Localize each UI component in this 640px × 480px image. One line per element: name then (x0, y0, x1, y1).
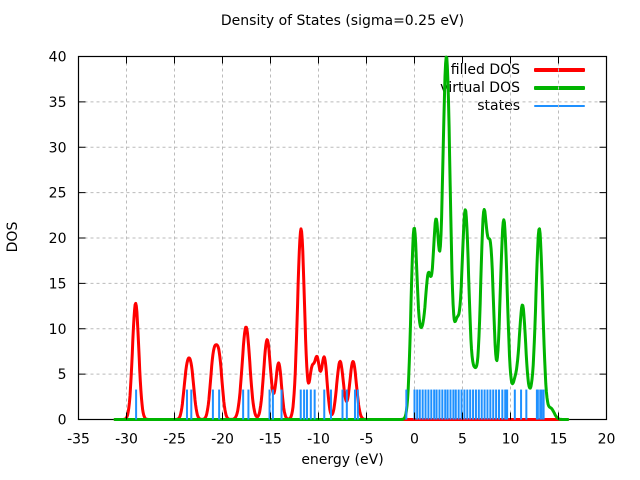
svg-text:20: 20 (598, 432, 616, 448)
legend: filled DOS virtual DOS states (370, 61, 585, 115)
svg-text:-30: -30 (115, 432, 138, 448)
svg-text:-15: -15 (259, 432, 282, 448)
svg-text:10: 10 (502, 432, 520, 448)
svg-text:20: 20 (49, 231, 67, 247)
svg-text:5: 5 (58, 367, 67, 383)
svg-text:5: 5 (458, 432, 467, 448)
svg-text:-35: -35 (67, 432, 90, 448)
legend-label-filled-dos: filled DOS (450, 62, 520, 78)
svg-text:-20: -20 (211, 432, 234, 448)
chart-title: Density of States (sigma=0.25 eV) (220, 13, 465, 29)
svg-text:-5: -5 (360, 432, 374, 448)
svg-text:10: 10 (49, 322, 67, 338)
svg-text:15: 15 (49, 276, 67, 292)
svg-text:35: 35 (49, 95, 67, 111)
y-axis-label: DOS (5, 221, 21, 253)
svg-text:0: 0 (58, 413, 67, 429)
legend-row-virtual-dos: virtual DOS (370, 79, 585, 97)
legend-line-sample-virtual-dos-icon (534, 86, 585, 90)
x-axis-label: energy (eV) (301, 452, 384, 468)
svg-text:40: 40 (49, 50, 67, 66)
svg-text:15: 15 (550, 432, 568, 448)
svg-text:30: 30 (49, 140, 67, 156)
legend-row-filled-dos: filled DOS (370, 61, 585, 79)
legend-line-sample-filled-dos-icon (534, 68, 585, 72)
svg-text:-25: -25 (163, 432, 186, 448)
legend-label-virtual-dos: virtual DOS (440, 80, 520, 96)
svg-text:-10: -10 (307, 432, 330, 448)
legend-label-states: states (477, 98, 520, 114)
svg-text:25: 25 (49, 186, 67, 202)
legend-row-states: states (370, 97, 585, 115)
legend-line-sample-states-icon (534, 105, 585, 107)
svg-text:0: 0 (410, 432, 419, 448)
